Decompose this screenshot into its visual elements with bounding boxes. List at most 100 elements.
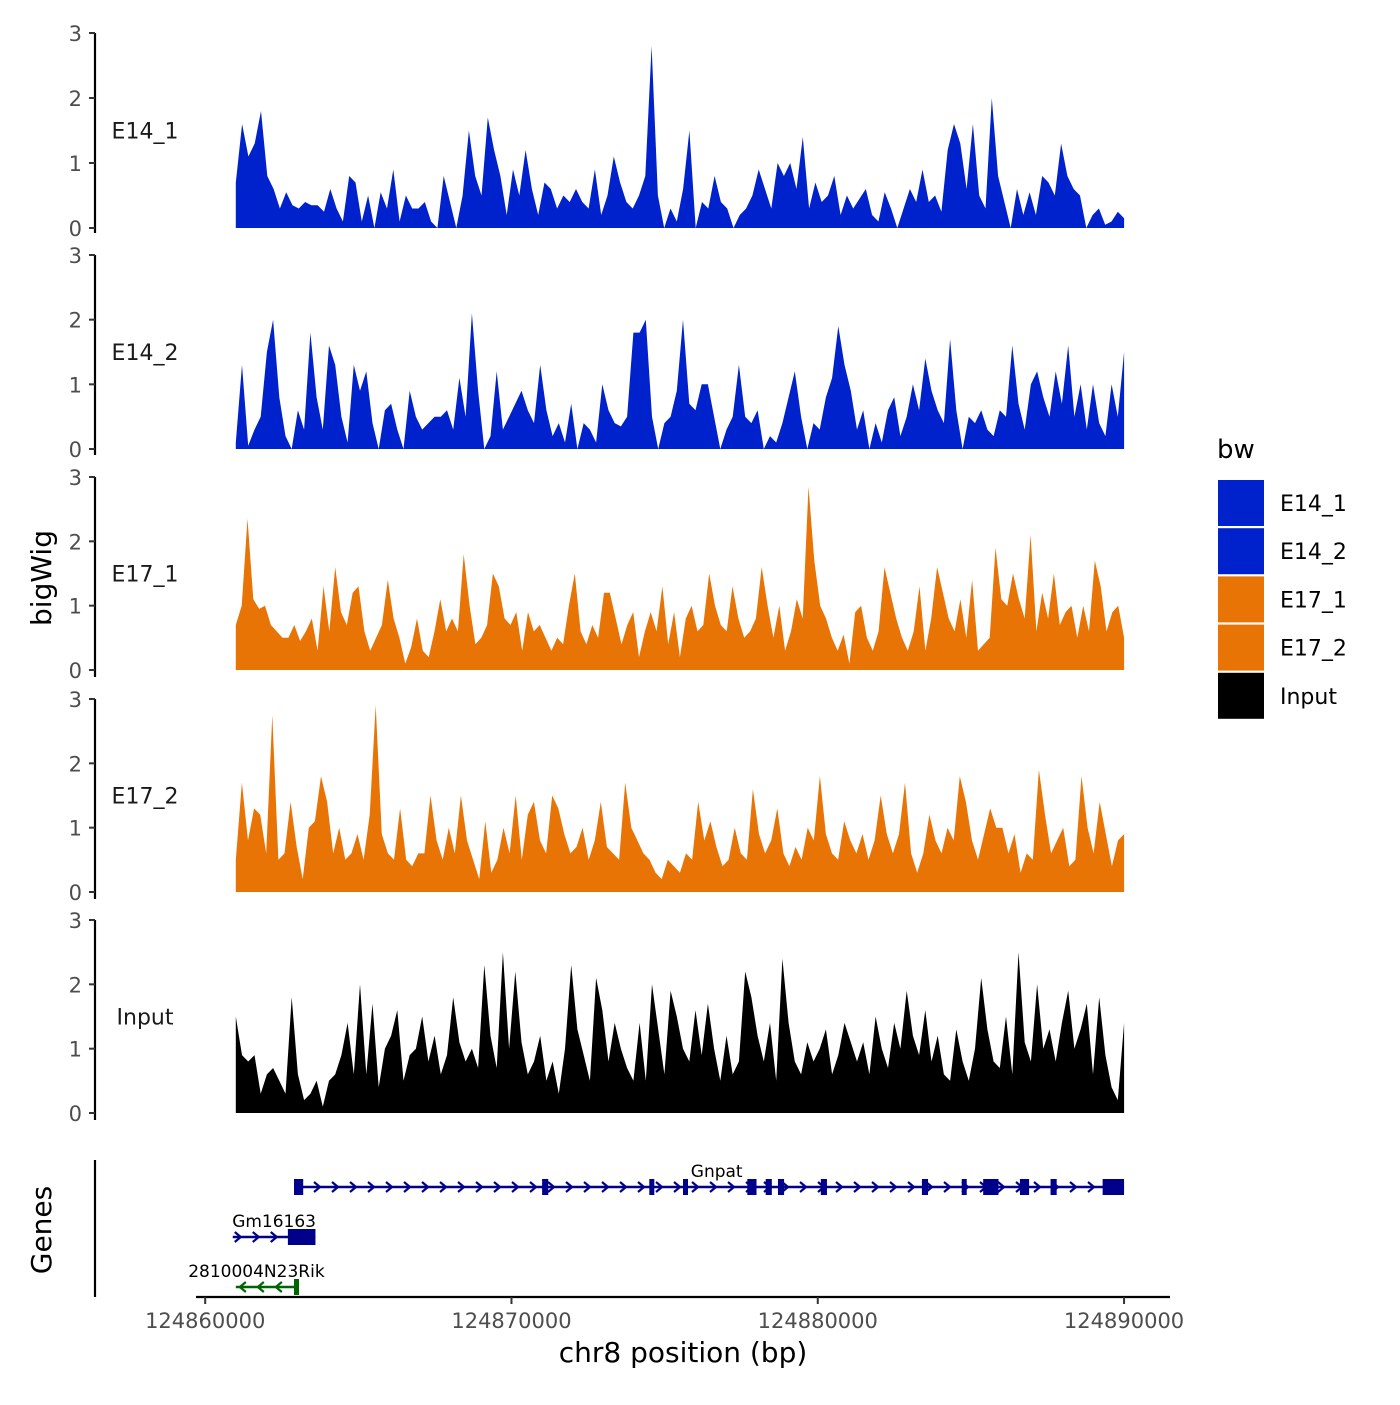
gene-exon (820, 1179, 827, 1195)
gene-exon (683, 1179, 688, 1195)
y-tick-label: 1 (69, 1038, 82, 1062)
signal-area-E14_2 (869, 339, 963, 449)
legend-label: E14_1 (1280, 492, 1347, 517)
x-tick-label: 124890000 (1064, 1309, 1184, 1333)
track-label: E17_2 (112, 785, 179, 810)
signal-area-E14_2 (235, 319, 292, 449)
legend-swatch (1218, 528, 1264, 575)
track-E14_2: 0 1 2 3 E14_2 (69, 244, 1125, 462)
gene-Gm16163: Gm16163 (232, 1212, 316, 1245)
y-tick-label: 0 (69, 438, 82, 462)
legend-item: E14_2 (1218, 528, 1347, 575)
strand-arrow (313, 1181, 322, 1193)
strand-arrow (349, 1181, 358, 1193)
strand-arrow (439, 1181, 448, 1193)
strand-arrow (529, 1181, 538, 1193)
x-axis: 124860000 124870000 124880000 124890000 chr… (145, 1295, 1184, 1369)
signal-area-E14_2 (658, 319, 721, 449)
gene-exon (542, 1179, 549, 1195)
x-tick-label: 124880000 (758, 1309, 878, 1333)
strand-arrow (871, 1181, 880, 1193)
gene-exon (1102, 1179, 1125, 1195)
signal-area-E14_1 (374, 169, 438, 228)
strand-arrow (709, 1181, 718, 1193)
gene-exon (777, 1179, 785, 1195)
legend-item: E14_1 (1218, 480, 1347, 526)
legend-item: E17_1 (1218, 576, 1347, 623)
track-Input: 0 1 2 3 Input (69, 909, 1125, 1126)
legend-swatch (1218, 480, 1264, 526)
strand-arrow (1069, 1181, 1078, 1193)
gene-name-label: Gnpat (691, 1162, 743, 1182)
signal-area-E14_2 (378, 403, 404, 449)
legend-title: bw (1217, 435, 1255, 465)
legend-label: E17_1 (1280, 588, 1347, 613)
y-tick-label: 1 (69, 817, 82, 841)
strand-arrow (1087, 1181, 1096, 1193)
y-tick-label: 1 (69, 595, 82, 619)
strand-arrow (943, 1181, 952, 1193)
strand-arrow (367, 1181, 376, 1193)
strand-arrow (997, 1181, 1006, 1193)
strand-arrow (252, 1231, 261, 1243)
signal-area-E14_2 (763, 371, 808, 449)
track-E17_2: 0 1 2 3 E17_2 (69, 688, 1125, 905)
gene-exon (747, 1179, 757, 1195)
legend-item: E17_2 (1218, 624, 1347, 671)
y-tick-label: 2 (69, 973, 82, 997)
strand-arrow (421, 1181, 430, 1193)
y-tick-label: 2 (69, 309, 82, 333)
strand-arrow (691, 1181, 700, 1193)
y-tick-label: 0 (69, 1102, 82, 1126)
strand-arrow (889, 1181, 898, 1193)
strand-arrow (907, 1181, 916, 1193)
y-tick-label: 3 (69, 22, 82, 46)
legend-item: Input (1218, 672, 1337, 719)
gene-exon (287, 1229, 316, 1245)
signal-area-E14_1 (437, 176, 457, 228)
signal-area-E14_2 (807, 326, 870, 449)
signal-area-E14_1 (456, 46, 665, 228)
strand-arrow (274, 1281, 283, 1293)
y-tick-label: 1 (69, 373, 82, 397)
track-label: E17_1 (112, 563, 179, 588)
y-tick-label: 2 (69, 530, 82, 554)
strand-arrow (475, 1181, 484, 1193)
gene-name-label: Gm16163 (232, 1212, 316, 1232)
track-E17_1: 0 1 2 3 E17_1 (69, 466, 1125, 683)
legend-label: E14_2 (1280, 540, 1347, 565)
x-tick-label: 124870000 (451, 1309, 571, 1333)
strand-arrow (565, 1181, 574, 1193)
signal-area-E14_1 (1086, 208, 1125, 228)
strand-arrow (673, 1181, 682, 1193)
signal-area-E14_1 (1010, 143, 1087, 228)
gene-exon (961, 1179, 967, 1195)
strand-arrow (655, 1181, 664, 1193)
strand-arrow (583, 1181, 592, 1193)
gene-exon (294, 1179, 304, 1195)
strand-arrow (619, 1181, 628, 1193)
strand-arrow (403, 1181, 412, 1193)
signal-area-E14_2 (720, 364, 764, 449)
y-axis-title: bigWig (25, 530, 58, 626)
track-label: Input (117, 1006, 174, 1031)
strand-arrow (727, 1181, 736, 1193)
signal-area-E14_1 (235, 111, 375, 228)
signal-area-E14_1 (897, 98, 1011, 228)
y-tick-label: 1 (69, 152, 82, 176)
legend-swatch (1218, 624, 1264, 671)
gene-exon (921, 1179, 929, 1195)
signal-area-E14_1 (695, 176, 734, 228)
strand-arrow (637, 1181, 646, 1193)
strand-arrow (331, 1181, 340, 1193)
genes-axis-label: Genes (25, 1186, 58, 1274)
strand-arrow (238, 1281, 247, 1293)
legend-swatch (1218, 576, 1264, 623)
y-tick-label: 2 (69, 752, 82, 776)
track-label: E14_1 (112, 120, 179, 145)
signal-area-E14_2 (403, 313, 485, 449)
strand-arrow (1033, 1181, 1042, 1193)
legend-label: Input (1280, 685, 1337, 710)
x-axis-title: chr8 position (bp) (559, 1336, 808, 1369)
